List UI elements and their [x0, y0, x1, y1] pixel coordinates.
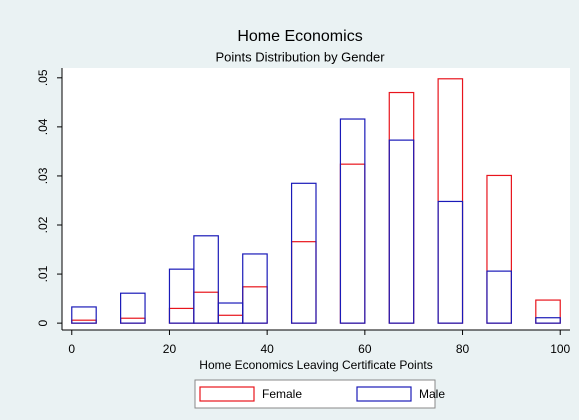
y-tick-label: .02: [36, 216, 50, 233]
legend-swatch: [199, 386, 255, 402]
x-tick-label: 20: [163, 342, 177, 356]
x-tick-label: 0: [68, 342, 75, 356]
bar: [339, 118, 366, 324]
bar: [486, 270, 512, 324]
bar: [120, 292, 146, 324]
x-tick-label: 60: [358, 342, 372, 356]
legend-label: Male: [419, 387, 445, 401]
bar: [71, 306, 97, 324]
y-tick-label: .03: [36, 167, 50, 184]
y-tick-label: .04: [36, 118, 50, 135]
chart-title: Home Economics: [237, 28, 362, 45]
legend-label: Female: [262, 387, 302, 401]
x-tick-label: 100: [550, 342, 570, 356]
x-tick-label: 40: [260, 342, 274, 356]
y-tick-label: .05: [36, 69, 50, 86]
legend-swatch: [356, 386, 412, 402]
bar: [193, 235, 219, 324]
chart-subtitle: Points Distribution by Gender: [215, 49, 385, 64]
x-tick-label: 80: [456, 342, 470, 356]
bar: [242, 253, 268, 324]
x-axis-label: Home Economics Leaving Certificate Point…: [199, 358, 432, 372]
y-tick-label: 0: [36, 319, 50, 326]
bar: [437, 200, 464, 324]
bar: [535, 317, 561, 324]
bar: [290, 182, 317, 324]
y-tick-label: .01: [36, 265, 50, 282]
bar: [388, 139, 415, 324]
